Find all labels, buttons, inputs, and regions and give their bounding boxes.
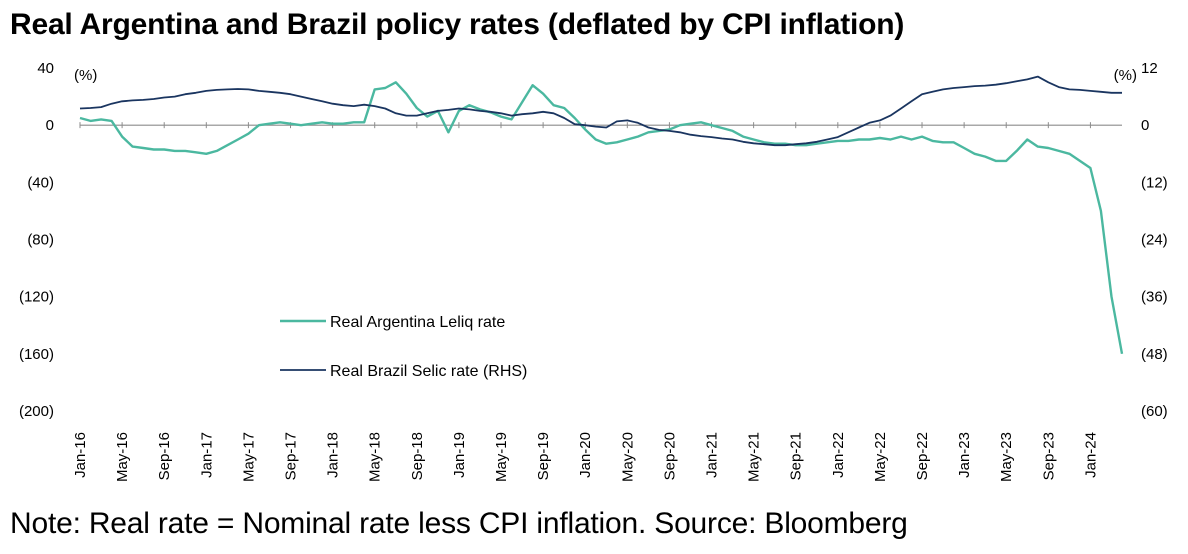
x-tick-label: May-22 [872,432,889,482]
right-tick-label: 0 [1141,117,1149,134]
left-tick-label: 0 [46,117,54,134]
left-tick-label: 40 [37,60,54,77]
legend-label-brazil: Real Brazil Selic rate (RHS) [330,363,527,380]
left-unit-label: (%) [74,67,97,84]
left-tick-label: (40) [27,174,54,191]
left-tick-label: (160) [19,346,54,363]
x-tick-label: Jan-19 [451,432,468,478]
series-line-argentina [79,81,1124,355]
x-tick-label: May-16 [114,432,131,482]
x-tick-label: Sep-21 [788,432,805,480]
x-tick-label: Jan-20 [577,432,594,478]
legend: Real Argentina Leliq rate Real Brazil Se… [280,314,527,380]
right-tick-label: (48) [1141,346,1168,363]
x-tick-label: Sep-18 [409,432,426,480]
left-axis: 40 0 (40) (80) (120) (160) (200) (%) [19,60,97,420]
x-tick-label: May-20 [619,432,636,482]
right-tick-label: (24) [1141,232,1168,249]
x-tick-label: Jan-18 [325,432,342,478]
right-tick-label: (36) [1141,289,1168,306]
x-tick-label: Sep-16 [156,432,173,480]
right-tick-label: (12) [1141,174,1168,191]
x-tick-label: Sep-22 [914,432,931,480]
x-tick-label: Sep-17 [283,432,300,480]
right-tick-label: (60) [1141,403,1168,420]
x-tick-label: May-23 [998,432,1015,482]
right-axis: 12 0 (12) (24) (36) (48) (60) (%) [1114,60,1168,420]
x-tick-label: May-19 [493,432,510,482]
x-tick-label: Jan-21 [704,432,721,478]
left-tick-label: (120) [19,289,54,306]
x-tick-label: Sep-19 [535,432,552,480]
x-tick-label: Jan-17 [198,432,215,478]
x-axis: Jan-16 May-16 Sep-16 Jan-17 May-17 Sep-17 Jan-… [72,122,1099,482]
chart-title: Real Argentina and Brazil policy rates (… [10,8,905,41]
right-tick-label: 12 [1141,60,1158,77]
legend-label-argentina: Real Argentina Leliq rate [330,314,505,331]
left-tick-label: (80) [27,232,54,249]
x-tick-label: May-17 [240,432,257,482]
x-tick-label: Sep-23 [1040,432,1057,480]
source-note: Note: Real rate = Nominal rate less CPI … [10,507,908,540]
x-tick-label: Jan-24 [1082,432,1099,478]
right-unit-label: (%) [1114,67,1137,84]
series-line-brazil [79,75,1122,147]
x-tick-label: Jan-16 [72,432,89,478]
x-tick-label: Jan-23 [956,432,973,478]
x-tick-label: May-21 [746,432,763,482]
x-tick-label: Jan-22 [830,432,847,478]
left-tick-label: (200) [19,403,54,420]
x-tick-label: Sep-20 [661,432,678,480]
x-tick-label: May-18 [367,432,384,482]
